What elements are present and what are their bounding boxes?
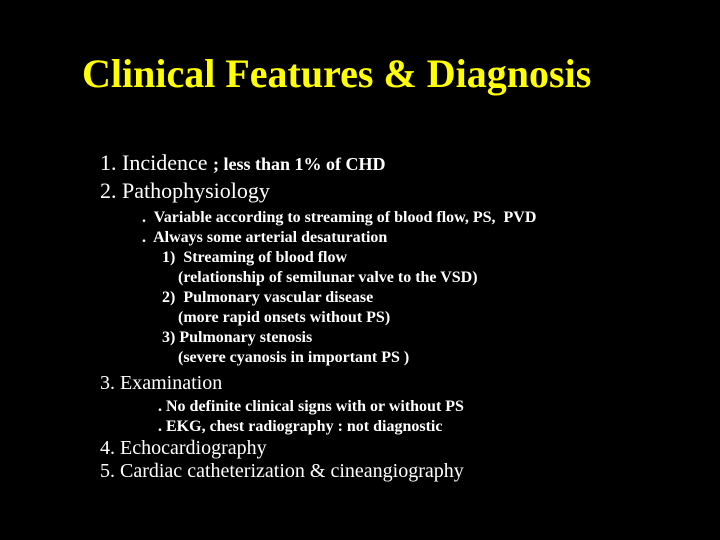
item-incidence: 1. Incidence ; less than 1% of CHD: [100, 150, 536, 176]
item-examination: 3. Examination: [100, 372, 536, 395]
patho-line: (severe cyanosis in important PS ): [142, 348, 536, 368]
pathophysiology-details: . Variable according to streaming of blo…: [142, 208, 536, 368]
patho-line: . Always some arterial desaturation: [142, 228, 536, 248]
patho-line: 3) Pulmonary stenosis: [142, 328, 536, 348]
slide-content: 1. Incidence ; less than 1% of CHD 2. Pa…: [100, 150, 536, 483]
examination-details: . No definite clinical signs with or wit…: [158, 397, 536, 437]
patho-line: (more rapid onsets without PS): [142, 308, 536, 328]
exam-line: . EKG, chest radiography : not diagnosti…: [158, 417, 536, 437]
patho-line: (relationship of semilunar valve to the …: [142, 268, 536, 288]
exam-line: . No definite clinical signs with or wit…: [158, 397, 536, 417]
item-echocardiography: 4. Echocardiography: [100, 437, 536, 460]
incidence-detail: ; less than 1% of CHD: [213, 154, 386, 174]
patho-line: 1) Streaming of blood flow: [142, 248, 536, 268]
item-pathophysiology: 2. Pathophysiology: [100, 178, 536, 204]
incidence-label: 1. Incidence: [100, 150, 213, 175]
item-catheterization: 5. Cardiac catheterization & cineangiogr…: [100, 460, 536, 483]
patho-line: . Variable according to streaming of blo…: [142, 208, 536, 228]
patho-line: 2) Pulmonary vascular disease: [142, 288, 536, 308]
slide-title: Clinical Features & Diagnosis: [82, 50, 591, 97]
